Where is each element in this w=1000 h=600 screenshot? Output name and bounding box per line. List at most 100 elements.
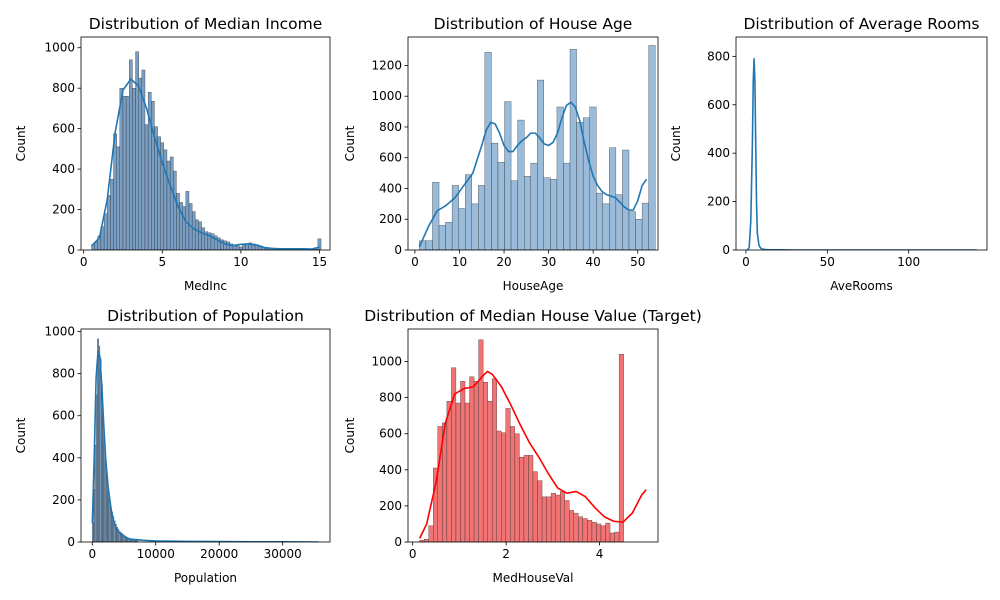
- y-tick-label: 800: [379, 120, 402, 134]
- histogram-bar: [528, 455, 534, 542]
- histogram-bar: [173, 170, 177, 250]
- histogram-bar: [242, 244, 246, 250]
- histogram-bar: [591, 521, 597, 542]
- histogram-bar: [129, 59, 133, 250]
- histogram-bar: [582, 518, 588, 542]
- histogram-bar: [537, 79, 545, 250]
- histogram-bar: [235, 245, 240, 250]
- histogram-bar: [589, 106, 597, 250]
- histogram-bar: [541, 496, 547, 542]
- x-axis-label: MedInc: [184, 279, 227, 293]
- histogram-bar: [201, 227, 205, 250]
- histogram-bar: [446, 401, 452, 542]
- histogram-bar: [94, 445, 97, 542]
- histogram-bar: [106, 478, 108, 542]
- y-tick-label: 0: [394, 535, 402, 549]
- histogram-bar: [198, 221, 202, 250]
- y-tick-label: 600: [52, 122, 75, 136]
- histogram-bar: [163, 149, 168, 250]
- histogram-bar: [438, 225, 446, 250]
- histogram-bar: [497, 162, 505, 250]
- histogram-bar: [458, 208, 466, 250]
- x-tick-label: 20000: [200, 547, 238, 561]
- histogram-bar: [582, 117, 590, 250]
- histogram-bar: [555, 494, 561, 542]
- x-tick-label: 40: [586, 255, 601, 269]
- histogram-bar: [587, 520, 593, 542]
- plot-area: [418, 339, 647, 542]
- histogram-bar: [614, 531, 620, 542]
- chart-title: Distribution of House Age: [434, 15, 633, 33]
- axes-frame: [80, 36, 331, 251]
- histogram-bar: [618, 354, 624, 542]
- y-tick-label: 1000: [371, 89, 402, 103]
- histogram-bar: [504, 101, 512, 250]
- y-tick-label: 0: [722, 243, 730, 257]
- histogram-bar: [496, 430, 502, 542]
- histogram-bar: [473, 381, 479, 542]
- histogram-bar: [478, 185, 486, 250]
- x-tick-label: 30000: [264, 547, 302, 561]
- x-tick-label: 100: [897, 255, 920, 269]
- subplot-1: 0 5 10 15 0 200 400 600 800 1000 Distribution of M…: [14, 15, 331, 293]
- histogram-bar: [135, 51, 139, 250]
- histogram-bar: [108, 499, 111, 542]
- plot-area: [91, 338, 319, 542]
- y-tick-label: 0: [394, 243, 402, 257]
- histogram-bar: [641, 202, 649, 250]
- chart-title: Distribution of Median House Value (Targ…: [364, 307, 702, 325]
- histogram-bar: [635, 219, 643, 250]
- plot-area: [90, 51, 322, 250]
- histogram-bar: [602, 203, 610, 250]
- kde-line: [746, 57, 977, 250]
- x-tick-label: 0: [88, 547, 96, 561]
- x-tick-label: 15: [312, 255, 327, 269]
- histogram-bar: [648, 45, 656, 250]
- y-tick-label: 0: [67, 243, 75, 257]
- x-tick-label: 0: [742, 255, 750, 269]
- y-tick-label: 200: [707, 195, 730, 209]
- subplot-5: 0 2 4 0 200 400 600 800 1000 Distribution of Medi…: [343, 307, 702, 585]
- x-tick-label: 50: [630, 255, 645, 269]
- histogram-bar: [239, 246, 243, 250]
- kde-line: [91, 350, 319, 542]
- chart-title: Distribution of Median Income: [89, 15, 323, 33]
- histogram-bar: [605, 522, 611, 542]
- y-tick-label: 1000: [371, 354, 402, 368]
- histogram-bar: [182, 206, 187, 250]
- histogram-bar: [428, 525, 434, 542]
- histogram-bar: [166, 160, 171, 250]
- histogram-bar: [113, 133, 117, 250]
- histogram-bar: [609, 147, 617, 250]
- histogram-bar: [543, 177, 551, 250]
- x-tick-label: 20: [496, 255, 511, 269]
- histogram-bar: [556, 106, 564, 250]
- y-tick-label: 1200: [371, 58, 402, 72]
- y-tick-label: 400: [52, 162, 75, 176]
- histogram-bar: [530, 162, 538, 250]
- y-tick-label: 800: [379, 391, 402, 405]
- subplot-3: 0 50 100 0 200 400 600 800 Distribution of Avera…: [669, 15, 988, 293]
- histogram-bar: [144, 124, 149, 250]
- histogram-bar: [138, 77, 143, 250]
- histogram-bar: [119, 88, 124, 250]
- histogram-bar: [564, 500, 570, 542]
- histogram-bar: [471, 203, 479, 250]
- histogram-bar: [424, 539, 429, 542]
- y-tick-label: 400: [707, 146, 730, 160]
- y-tick-label: 800: [52, 367, 75, 381]
- x-tick-label: 10000: [137, 547, 175, 561]
- kde-line: [90, 78, 320, 250]
- x-tick-label: 4: [596, 547, 604, 561]
- histogram-bar: [151, 101, 155, 250]
- y-axis-label: Count: [669, 125, 683, 161]
- histogram-bar: [107, 491, 109, 542]
- histogram-bar: [122, 96, 127, 250]
- chart-title: Distribution of Average Rooms: [743, 15, 979, 33]
- histogram-bar: [99, 358, 102, 542]
- histogram-bar: [92, 522, 94, 542]
- histogram-bar: [107, 195, 111, 250]
- kde-line: [418, 101, 648, 248]
- y-axis-label: Count: [14, 125, 28, 161]
- histogram-bar: [569, 49, 577, 250]
